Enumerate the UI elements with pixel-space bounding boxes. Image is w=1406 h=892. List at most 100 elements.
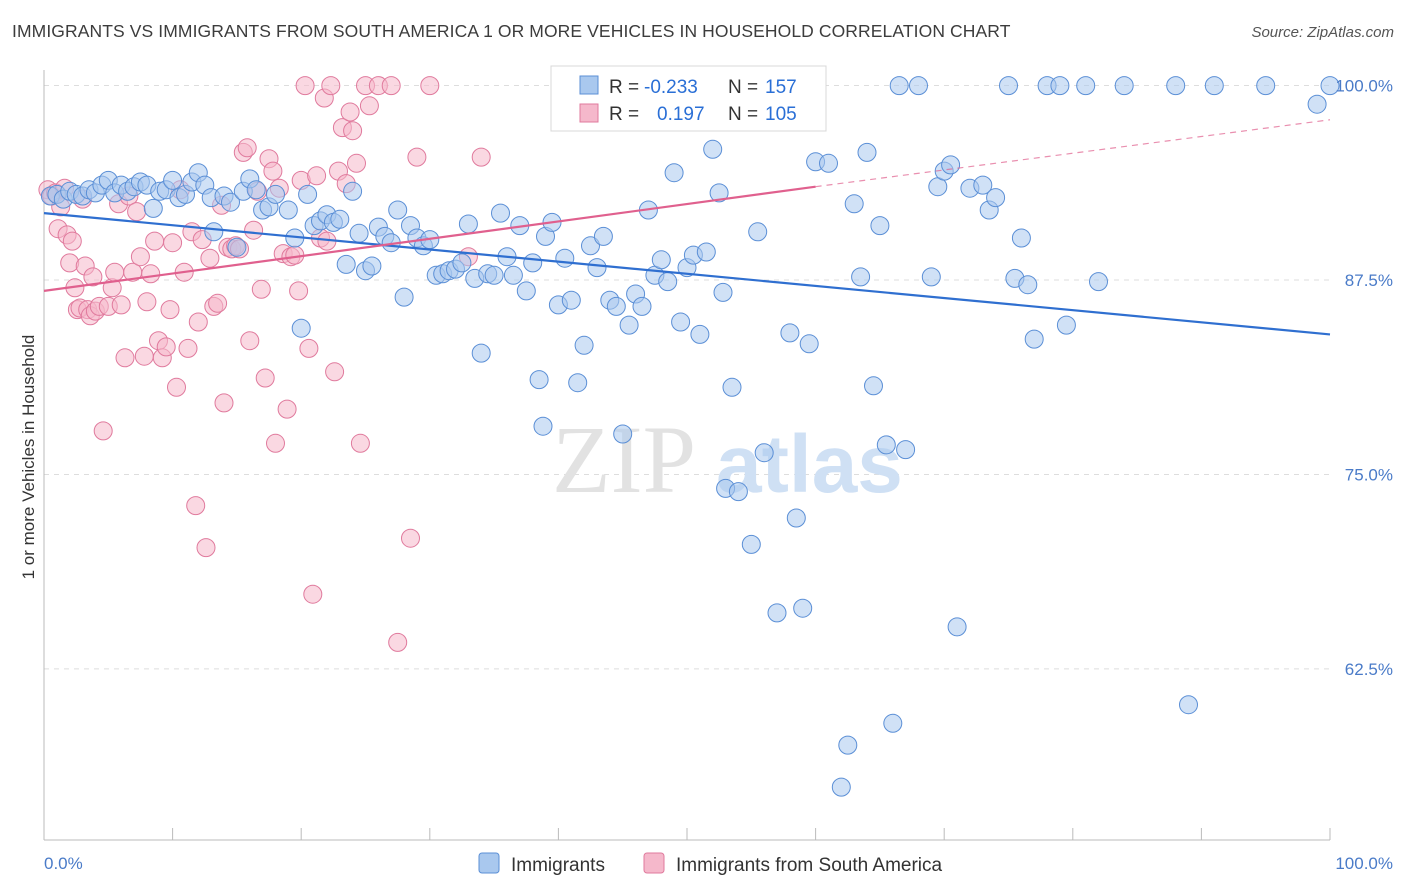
south-america-point-36 xyxy=(156,337,176,357)
y-tick-labels: 100.0% 87.5% 75.0% 62.5% xyxy=(1335,77,1393,679)
south-america-point-59 xyxy=(240,331,260,351)
immigrants-point-151 xyxy=(1166,76,1186,96)
immigrants-point-49 xyxy=(362,256,382,276)
south-america-point-72 xyxy=(289,281,309,301)
immigrants-point-63 xyxy=(452,253,472,273)
immigrants-point-111 xyxy=(754,443,774,463)
immigrants-point-75 xyxy=(529,370,549,390)
south-america-point-94 xyxy=(388,632,408,652)
immigrants-point-92 xyxy=(632,296,652,316)
legend-n-label-2: N = xyxy=(728,104,758,125)
south-america-point-50 xyxy=(208,293,228,313)
immigrants-point-38 xyxy=(291,318,311,338)
watermark-zip: ZIP xyxy=(552,406,696,513)
immigrants-point-134 xyxy=(941,155,961,175)
legend-swatch-south-america xyxy=(579,103,599,123)
south-america-point-19 xyxy=(93,421,113,441)
immigrants-point-139 xyxy=(986,188,1006,208)
immigrants-point-140 xyxy=(999,76,1018,96)
immigrants-point-146 xyxy=(1050,76,1070,96)
south-america-point-93 xyxy=(381,76,401,96)
immigrants-point-64 xyxy=(458,214,478,234)
south-america-point-29 xyxy=(130,247,150,267)
immigrants-point-101 xyxy=(690,324,710,344)
immigrants-point-105 xyxy=(713,282,733,302)
trend-lines xyxy=(43,119,1331,336)
south-america-point-16 xyxy=(83,267,103,287)
x-tick-label-1: 100.0% xyxy=(1335,854,1393,873)
immigrants-point-83 xyxy=(574,335,594,355)
legend-swatch-immigrants xyxy=(579,75,599,95)
immigrants-point-131 xyxy=(921,267,941,287)
south-america-point-96 xyxy=(407,147,427,167)
y-axis-title: 1 or more Vehicles in Household xyxy=(19,335,38,580)
immigrants-point-71 xyxy=(503,265,523,285)
immigrants-point-148 xyxy=(1076,76,1096,96)
bottom-legend-south-america: Immigrants from South America xyxy=(676,855,943,876)
south-america-point-48 xyxy=(200,248,220,268)
immigrants-point-121 xyxy=(844,194,864,214)
south-america-point-69 xyxy=(277,399,297,419)
immigrants-point-109 xyxy=(741,534,761,554)
immigrants-point-26 xyxy=(204,222,224,242)
bottom-legend-immigrants: Immigrants xyxy=(511,855,605,876)
trend-line-extension-1 xyxy=(815,119,1331,188)
south-america-point-62 xyxy=(251,279,271,299)
immigrants-point-54 xyxy=(394,287,414,307)
immigrants-point-32 xyxy=(246,180,266,200)
south-america-point-99 xyxy=(471,147,491,167)
immigrants-point-108 xyxy=(728,482,748,502)
bottom-legend-swatch-south-america xyxy=(643,852,665,874)
x-tick-label-0: 0.0% xyxy=(44,854,83,873)
immigrants-point-123 xyxy=(857,142,877,162)
immigrants-point-82 xyxy=(568,373,588,393)
bottom-legend-swatch-immigrants xyxy=(478,852,500,874)
immigrants-point-118 xyxy=(819,153,838,173)
immigrants-point-95 xyxy=(651,250,671,270)
south-america-point-81 xyxy=(321,76,341,96)
immigrants-point-104 xyxy=(709,183,729,203)
immigrants-point-110 xyxy=(748,222,768,242)
legend-r-value-1: -0.233 xyxy=(644,77,698,98)
south-america-point-82 xyxy=(325,362,345,382)
immigrants-point-28 xyxy=(221,192,240,212)
legend-n-label-1: N = xyxy=(728,77,758,98)
south-america-point-74 xyxy=(295,76,315,96)
immigrants-point-39 xyxy=(298,184,318,204)
legend-n-value-1: 157 xyxy=(765,77,797,98)
south-america-point-37 xyxy=(160,300,180,320)
immigrants-point-150 xyxy=(1114,76,1134,96)
immigrants-point-98 xyxy=(671,312,691,332)
immigrants-point-122 xyxy=(851,267,871,287)
south-america-point-75 xyxy=(299,338,319,358)
y-tick-label-0: 100.0% xyxy=(1335,77,1393,96)
immigrants-point-80 xyxy=(555,248,575,268)
trend-line-1 xyxy=(43,185,816,292)
immigrants-point-114 xyxy=(786,508,806,528)
immigrants-point-102 xyxy=(696,242,716,262)
immigrants-point-113 xyxy=(780,323,800,343)
south-america-point-28 xyxy=(127,202,147,222)
legend-r-label-2: R = xyxy=(609,104,639,125)
immigrants-point-107 xyxy=(722,377,742,397)
chart-title: IMMIGRANTS VS IMMIGRANTS FROM SOUTH AMER… xyxy=(12,21,1011,41)
south-america-point-31 xyxy=(137,292,157,312)
immigrants-point-89 xyxy=(613,424,633,444)
immigrants-point-29 xyxy=(227,237,247,257)
south-america-point-42 xyxy=(178,338,198,358)
legend-r-label-1: R = xyxy=(609,77,639,98)
south-america-point-39 xyxy=(167,377,186,397)
south-america-point-25 xyxy=(115,348,135,368)
south-america-point-89 xyxy=(350,433,370,453)
immigrants-point-47 xyxy=(349,223,369,243)
south-america-point-52 xyxy=(214,393,234,413)
immigrants-point-35 xyxy=(266,184,285,204)
immigrants-point-155 xyxy=(1307,94,1327,114)
immigrants-point-119 xyxy=(831,777,851,797)
south-america-point-58 xyxy=(237,138,257,158)
series-immigrants-points xyxy=(40,76,1340,797)
immigrants-point-127 xyxy=(883,713,903,733)
south-america-point-97 xyxy=(420,76,440,96)
south-america-point-47 xyxy=(196,538,216,558)
immigrants-point-73 xyxy=(516,281,536,301)
